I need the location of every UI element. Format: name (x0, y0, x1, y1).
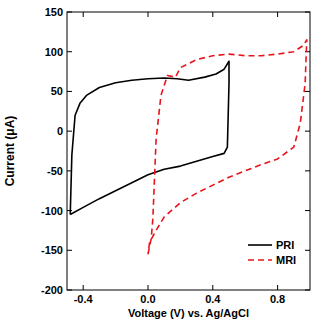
y-tick-right (305, 210, 310, 211)
x-tick-top (83, 12, 84, 17)
x-tick-label: 0.4 (205, 293, 221, 305)
legend: PRI MRI (248, 239, 296, 266)
x-tick-top (148, 12, 149, 17)
x-tick (212, 285, 213, 290)
y-tick-label: -200 (41, 284, 63, 296)
x-axis-title: Voltage (V) vs. Ag/AgCl (128, 307, 249, 319)
chart: -0.4 0.0 0.4 0.8 -200 -150 -100 -50 0 50 100 150 Vol… (0, 0, 316, 320)
x-tick-label: 0.0 (140, 293, 155, 305)
y-tick-right (305, 131, 310, 132)
y-tick-label: -150 (41, 244, 63, 256)
y-axis-title: Current (μA) (3, 116, 17, 187)
y-tick-label: -50 (47, 165, 63, 177)
y-tick-label: 150 (45, 6, 63, 18)
legend-swatch (248, 259, 272, 261)
x-tick (277, 285, 278, 290)
x-tick-label: -0.4 (74, 293, 94, 305)
y-tick-label: -100 (41, 205, 63, 217)
y-tick-right (305, 91, 310, 92)
x-tick (83, 285, 84, 290)
y-tick (67, 51, 72, 52)
y-tick (67, 131, 72, 132)
plot-frame (67, 12, 310, 290)
y-tick-label: 0 (57, 125, 63, 137)
x-tick-label: 0.8 (270, 293, 285, 305)
series-line (70, 61, 229, 214)
y-tick-right (305, 170, 310, 171)
legend-swatch (248, 244, 272, 246)
y-tick-label: 100 (45, 46, 63, 58)
x-tick-top (212, 12, 213, 17)
legend-label: MRI (276, 254, 296, 266)
legend-label: PRI (276, 239, 294, 251)
x-tick-top (277, 12, 278, 17)
y-tick-right (305, 250, 310, 251)
y-tick (67, 250, 72, 251)
plot-area (70, 40, 307, 254)
y-tick (67, 91, 72, 92)
series-line (148, 40, 307, 254)
y-tick (67, 210, 72, 211)
x-tick (148, 285, 149, 290)
y-tick-label: 50 (51, 85, 63, 97)
